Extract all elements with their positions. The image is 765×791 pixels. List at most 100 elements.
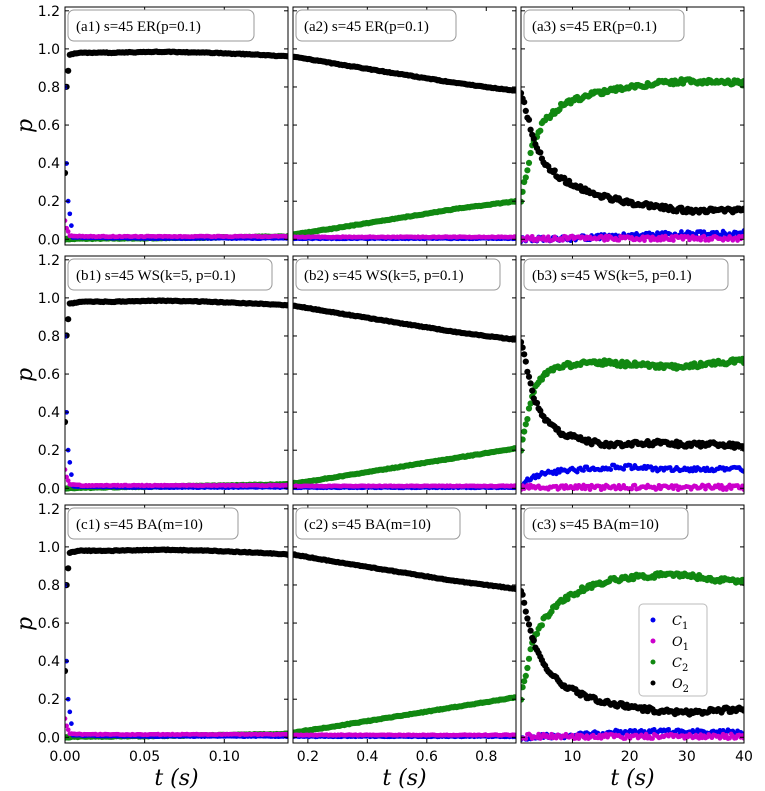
point-O2 (522, 608, 529, 615)
point-C2 (522, 421, 529, 428)
point-O2 (524, 615, 531, 622)
y-axis-label: p (13, 617, 38, 631)
panel-label: (b3) s=45 WS(k=5, p=0.1) (532, 268, 692, 284)
point-C1 (69, 223, 74, 228)
point-O1 (513, 483, 516, 488)
point-O1 (719, 483, 724, 488)
data-layer (521, 339, 744, 493)
panel-label-box (67, 9, 255, 42)
point-O1 (513, 234, 516, 240)
point-O2 (512, 586, 516, 593)
point-C2 (521, 678, 528, 685)
y-tick-label: 1.0 (38, 540, 60, 556)
y-tick-label: 0.6 (38, 118, 60, 134)
y-axis-label: p (13, 119, 38, 133)
point-O2 (522, 358, 529, 365)
point-O2 (561, 174, 568, 181)
y-tick-label: 0.8 (38, 329, 60, 345)
data-layer (521, 570, 744, 742)
y-tick-label: 1.0 (38, 42, 60, 58)
y-tick-label: 0.4 (38, 654, 60, 670)
x-tick-label: 0.05 (129, 749, 160, 765)
plot-background (65, 505, 288, 743)
plot-background (293, 505, 516, 743)
point-O2 (525, 116, 533, 123)
y-tick-label: 1.2 (38, 253, 60, 269)
y-tick-label: 0.8 (38, 80, 60, 96)
point-C1 (581, 468, 586, 473)
point-C1 (627, 462, 633, 468)
y-tick-label: 0.6 (38, 616, 60, 632)
point-O1 (701, 233, 707, 239)
point-O2 (525, 621, 533, 628)
point-O2 (551, 167, 558, 174)
point-O1 (629, 486, 635, 492)
point-O1 (545, 234, 551, 240)
panel-c2: 0.2 0.4 0.6 0.8t (s)(c2) s=45 BA(m=10) (292, 504, 517, 791)
axes-frame (64, 255, 289, 495)
panel-label: (c1) s=45 BA(m=10) (76, 517, 203, 533)
data-layer (65, 297, 288, 492)
point-O2 (529, 387, 536, 394)
point-O2 (512, 336, 516, 343)
data-layer (521, 76, 744, 245)
panel-label-box (67, 258, 273, 291)
x-axis-label: t (s) (382, 766, 426, 791)
point-C2 (524, 167, 531, 174)
point-C1 (69, 472, 74, 477)
point-O2 (530, 637, 537, 644)
point-C2 (521, 436, 526, 443)
point-O1 (605, 237, 610, 243)
point-C2 (740, 359, 744, 367)
point-C2 (521, 684, 526, 691)
point-O1 (65, 727, 71, 733)
y-tick-label: 1.2 (38, 4, 60, 20)
point-O1 (285, 732, 288, 738)
point-O1 (671, 238, 676, 243)
y-tick-label: 0.0 (38, 730, 60, 746)
y-tick-label: 0.2 (38, 194, 60, 210)
point-O2 (521, 90, 525, 97)
x-tick-label: 0.6 (416, 749, 438, 765)
y-axis-label: p (13, 368, 38, 382)
panel-label: (a1) s=45 ER(p=0.1) (76, 19, 201, 35)
point-O1 (65, 467, 68, 472)
axes-frame (64, 6, 289, 246)
point-O2 (521, 99, 528, 106)
point-C1 (741, 469, 744, 474)
point-O2 (533, 399, 541, 407)
point-O1 (616, 483, 622, 488)
panel-b1: 0.00.20.40.60.81.01.2p(b1) s=45 WS(k=5, … (13, 253, 289, 497)
point-O2 (521, 599, 528, 606)
point-O2 (65, 169, 69, 177)
panel-label: (b1) s=45 WS(k=5, p=0.1) (76, 268, 236, 284)
panel-b3: (b3) s=45 WS(k=5, p=0.1) (520, 255, 745, 495)
point-C1 (621, 231, 627, 236)
point-O1 (65, 478, 71, 483)
point-C1 (608, 467, 614, 472)
point-O2 (740, 205, 744, 212)
panel-label: (b2) s=45 WS(k=5, p=0.1) (304, 268, 464, 284)
point-C1 (621, 466, 627, 472)
axes-frame (292, 255, 517, 495)
point-O2 (521, 344, 526, 351)
point-O1 (529, 233, 535, 239)
x-tick-label: 0.00 (49, 749, 80, 765)
point-C2 (538, 622, 546, 629)
point-O2 (524, 368, 531, 375)
panel-label: (a2) s=45 ER(p=0.1) (304, 19, 429, 35)
y-tick-label: 0.4 (38, 405, 60, 421)
point-C1 (67, 211, 73, 217)
point-C2 (522, 672, 529, 680)
point-O2 (530, 135, 537, 142)
x-tick-label: 0.2 (297, 749, 319, 765)
axes-frame (520, 6, 745, 246)
axes-frame (292, 504, 517, 744)
point-C2 (525, 159, 533, 166)
point-O2 (521, 591, 526, 598)
point-O1 (65, 474, 69, 480)
panel-label: (a3) s=45 ER(p=0.1) (532, 19, 657, 35)
panel-label: (c2) s=45 BA(m=10) (304, 517, 431, 533)
